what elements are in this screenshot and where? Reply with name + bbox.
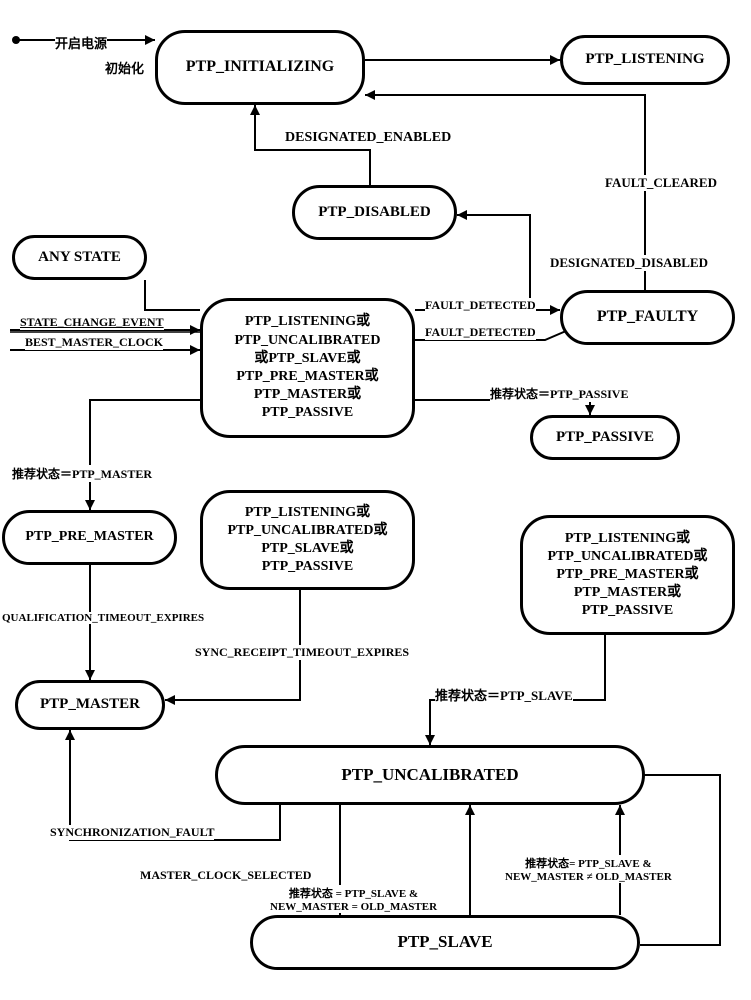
- node-ptp-master: PTP_MASTER: [15, 680, 165, 730]
- label-init: 初始化: [105, 58, 144, 77]
- node-ptp-uncalibrated: PTP_UNCALIBRATED: [215, 745, 645, 805]
- label-sync-fault: SYNCHRONIZATION_FAULT: [50, 825, 214, 840]
- label-fault-detected-1: FAULT_DETECTED: [425, 298, 536, 313]
- node-multi-state-1: PTP_LISTENING或PTP_UNCALIBRATED或PTP_SLAVE…: [200, 298, 415, 438]
- node-multi-state-2: PTP_LISTENING或PTP_UNCALIBRATED或PTP_SLAVE…: [200, 490, 415, 590]
- edge-11: [90, 400, 200, 510]
- label-rec-slave-new-neq: 推荐状态= PTP_SLAVE &NEW_MASTER ≠ OLD_MASTER: [505, 855, 672, 883]
- node-multi-state-3: PTP_LISTENING或PTP_UNCALIBRATED或PTP_PRE_M…: [520, 515, 735, 635]
- label-fault-detected-2: FAULT_DETECTED: [425, 325, 536, 340]
- label-master-clock-selected: MASTER_CLOCK_SELECTED: [140, 868, 311, 883]
- edge-4: [457, 215, 560, 310]
- node-ptp-disabled: PTP_DISABLED: [292, 185, 457, 240]
- node-ptp-passive: PTP_PASSIVE: [530, 415, 680, 460]
- node-ptp-initializing: PTP_INITIALIZING: [155, 30, 365, 105]
- node-ptp-slave: PTP_SLAVE: [250, 915, 640, 970]
- label-rec-passive: 推荐状态＝PTP_PASSIVE: [490, 385, 628, 402]
- label-power-on: 开启电源: [55, 33, 107, 52]
- label-rec-slave: 推荐状态＝PTP_SLAVE: [435, 685, 573, 704]
- label-qual-timeout: QUALIFICATION_TIMEOUT_EXPIRES: [2, 612, 204, 624]
- label-fault-cleared: FAULT_CLEARED: [605, 175, 717, 191]
- label-sync-timeout: SYNC_RECEIPT_TIMEOUT_EXPIRES: [195, 645, 409, 660]
- label-state-change-event: STATE_CHANGE_EVENT: [20, 315, 164, 330]
- label-best-master-clock: BEST_MASTER_CLOCK: [25, 335, 163, 350]
- edge-10: [415, 400, 590, 415]
- label-designated-enabled: DESIGNATED_ENABLED: [285, 130, 451, 146]
- label-designated-disabled: DESIGNATED_DISABLED: [550, 255, 708, 271]
- label-rec-master: 推荐状态＝PTP_MASTER: [12, 465, 152, 482]
- start-dot: [12, 36, 20, 44]
- node-any-state: ANY STATE: [12, 235, 147, 280]
- node-ptp-listening-top: PTP_LISTENING: [560, 35, 730, 85]
- node-ptp-faulty: PTP_FAULTY: [560, 290, 735, 345]
- edge-8: [145, 280, 200, 310]
- node-ptp-pre-master: PTP_PRE_MASTER: [2, 510, 177, 565]
- label-rec-slave-new-eq: 推荐状态 = PTP_SLAVE &NEW_MASTER = OLD_MASTE…: [270, 885, 437, 913]
